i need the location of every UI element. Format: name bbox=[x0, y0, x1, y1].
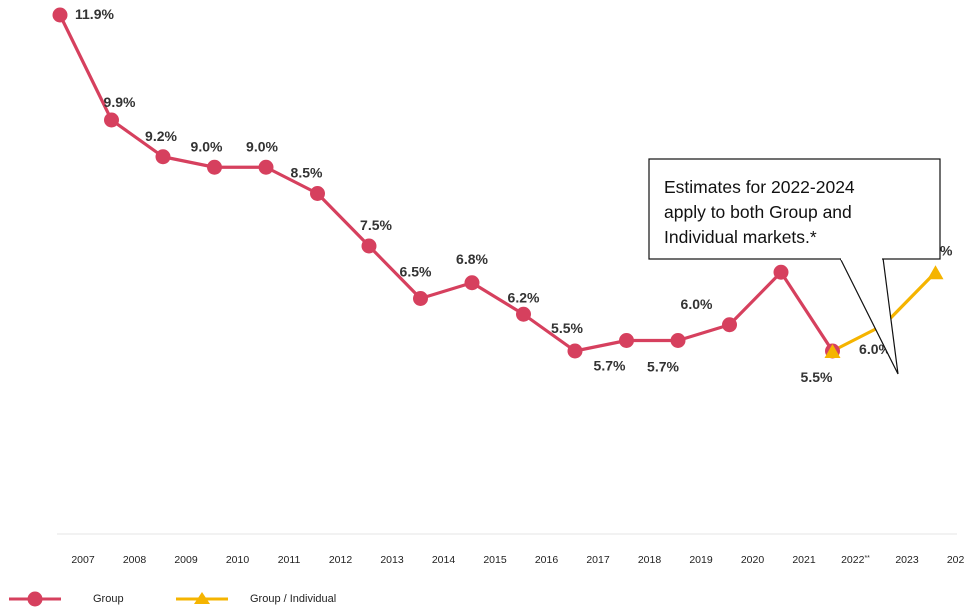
x-tick-2017: 2017 bbox=[586, 554, 610, 566]
x-tick-2016: 2016 bbox=[535, 554, 559, 566]
data-label-group-individual-2022: 5.5% bbox=[801, 369, 833, 385]
point-group-2014 bbox=[413, 291, 428, 306]
data-label-group-2016: 6.2% bbox=[508, 289, 540, 305]
x-tick-2014: 2014 bbox=[432, 554, 456, 566]
data-label-group-2010: 9.0% bbox=[191, 138, 223, 154]
x-tick-2015: 2015 bbox=[483, 554, 507, 566]
data-label-group-2014: 6.5% bbox=[400, 264, 432, 280]
legend-item-group: Group bbox=[9, 591, 124, 607]
x-tick-2018: 2018 bbox=[638, 554, 662, 566]
x-tick-2009: 2009 bbox=[174, 554, 198, 566]
point-group-2007 bbox=[52, 7, 68, 23]
x-tick-2019: 2019 bbox=[689, 554, 713, 566]
legend-marker-group-individual bbox=[194, 592, 210, 604]
data-label-group-2013: 7.5% bbox=[360, 217, 392, 233]
data-label-group-2017: 5.5% bbox=[551, 320, 583, 336]
point-group-2019 bbox=[670, 333, 686, 348]
legend: Group Group / Individual bbox=[9, 591, 336, 607]
point-group-individual-2022 bbox=[824, 344, 841, 358]
point-group-2020 bbox=[722, 317, 737, 333]
point-group-2008 bbox=[104, 112, 119, 128]
point-group-2013 bbox=[361, 238, 377, 254]
series-markers bbox=[52, 7, 944, 359]
callout-text-line-3: Individual markets.* bbox=[664, 227, 817, 247]
point-group-2018 bbox=[619, 333, 634, 348]
point-group-2015 bbox=[464, 275, 480, 291]
x-tick-2013: 2013 bbox=[380, 554, 404, 566]
point-group-2021 bbox=[773, 264, 789, 280]
x-tick-2011: 2011 bbox=[278, 554, 301, 566]
legend-item-group-individual: Group / Individual bbox=[176, 592, 336, 605]
x-tick-2021: 2021 bbox=[792, 554, 816, 566]
x-tick-2022: 2022** bbox=[841, 554, 870, 566]
x-tick-labels: 2007 2008 2009 2010 2011 2012 2013 2014 2015 2016… bbox=[71, 554, 964, 566]
x-tick-2010: 2010 bbox=[226, 554, 250, 566]
point-group-2009 bbox=[155, 149, 171, 165]
legend-marker-group bbox=[27, 591, 43, 607]
x-tick-2007: 2007 bbox=[71, 554, 95, 566]
callout-text-line-2: apply to both Group and bbox=[664, 202, 852, 222]
point-group-2011 bbox=[258, 159, 274, 175]
legend-label-group-individual: Group / Individual bbox=[250, 593, 336, 605]
callout-box bbox=[648, 158, 941, 260]
legend-label-group: Group bbox=[93, 593, 124, 605]
data-label-group-2012: 8.5% bbox=[291, 165, 323, 181]
x-tick-2012: 2012 bbox=[329, 554, 353, 566]
point-group-2016 bbox=[516, 306, 531, 322]
data-label-group-2015: 6.8% bbox=[456, 251, 488, 267]
data-label-group-2008: 9.9% bbox=[104, 94, 136, 110]
x-tick-2023: 2023 bbox=[895, 554, 919, 566]
x-tick-2008: 2008 bbox=[123, 554, 147, 566]
data-label-group-2020: 6.0% bbox=[681, 296, 713, 312]
point-group-2010 bbox=[207, 159, 222, 175]
data-label-group-2018: 5.7% bbox=[594, 358, 626, 374]
x-tick-2024: 2024 bbox=[947, 554, 964, 566]
data-label-group-2011: 9.0% bbox=[246, 138, 278, 154]
callout: Estimates for 2022-2024 apply to both Gr… bbox=[648, 158, 941, 375]
data-label-group-2019: 5.7% bbox=[647, 359, 679, 375]
series-line-group bbox=[58, 13, 835, 353]
data-label-group-2009: 9.2% bbox=[145, 128, 177, 144]
point-group-2017 bbox=[567, 343, 583, 359]
point-group-individual-2024 bbox=[927, 265, 944, 280]
x-tick-2020: 2020 bbox=[741, 554, 765, 566]
callout-text-line-1: Estimates for 2022-2024 bbox=[664, 177, 855, 197]
point-group-2012 bbox=[310, 186, 325, 201]
data-label-group-2007: 11.9% bbox=[75, 6, 114, 22]
